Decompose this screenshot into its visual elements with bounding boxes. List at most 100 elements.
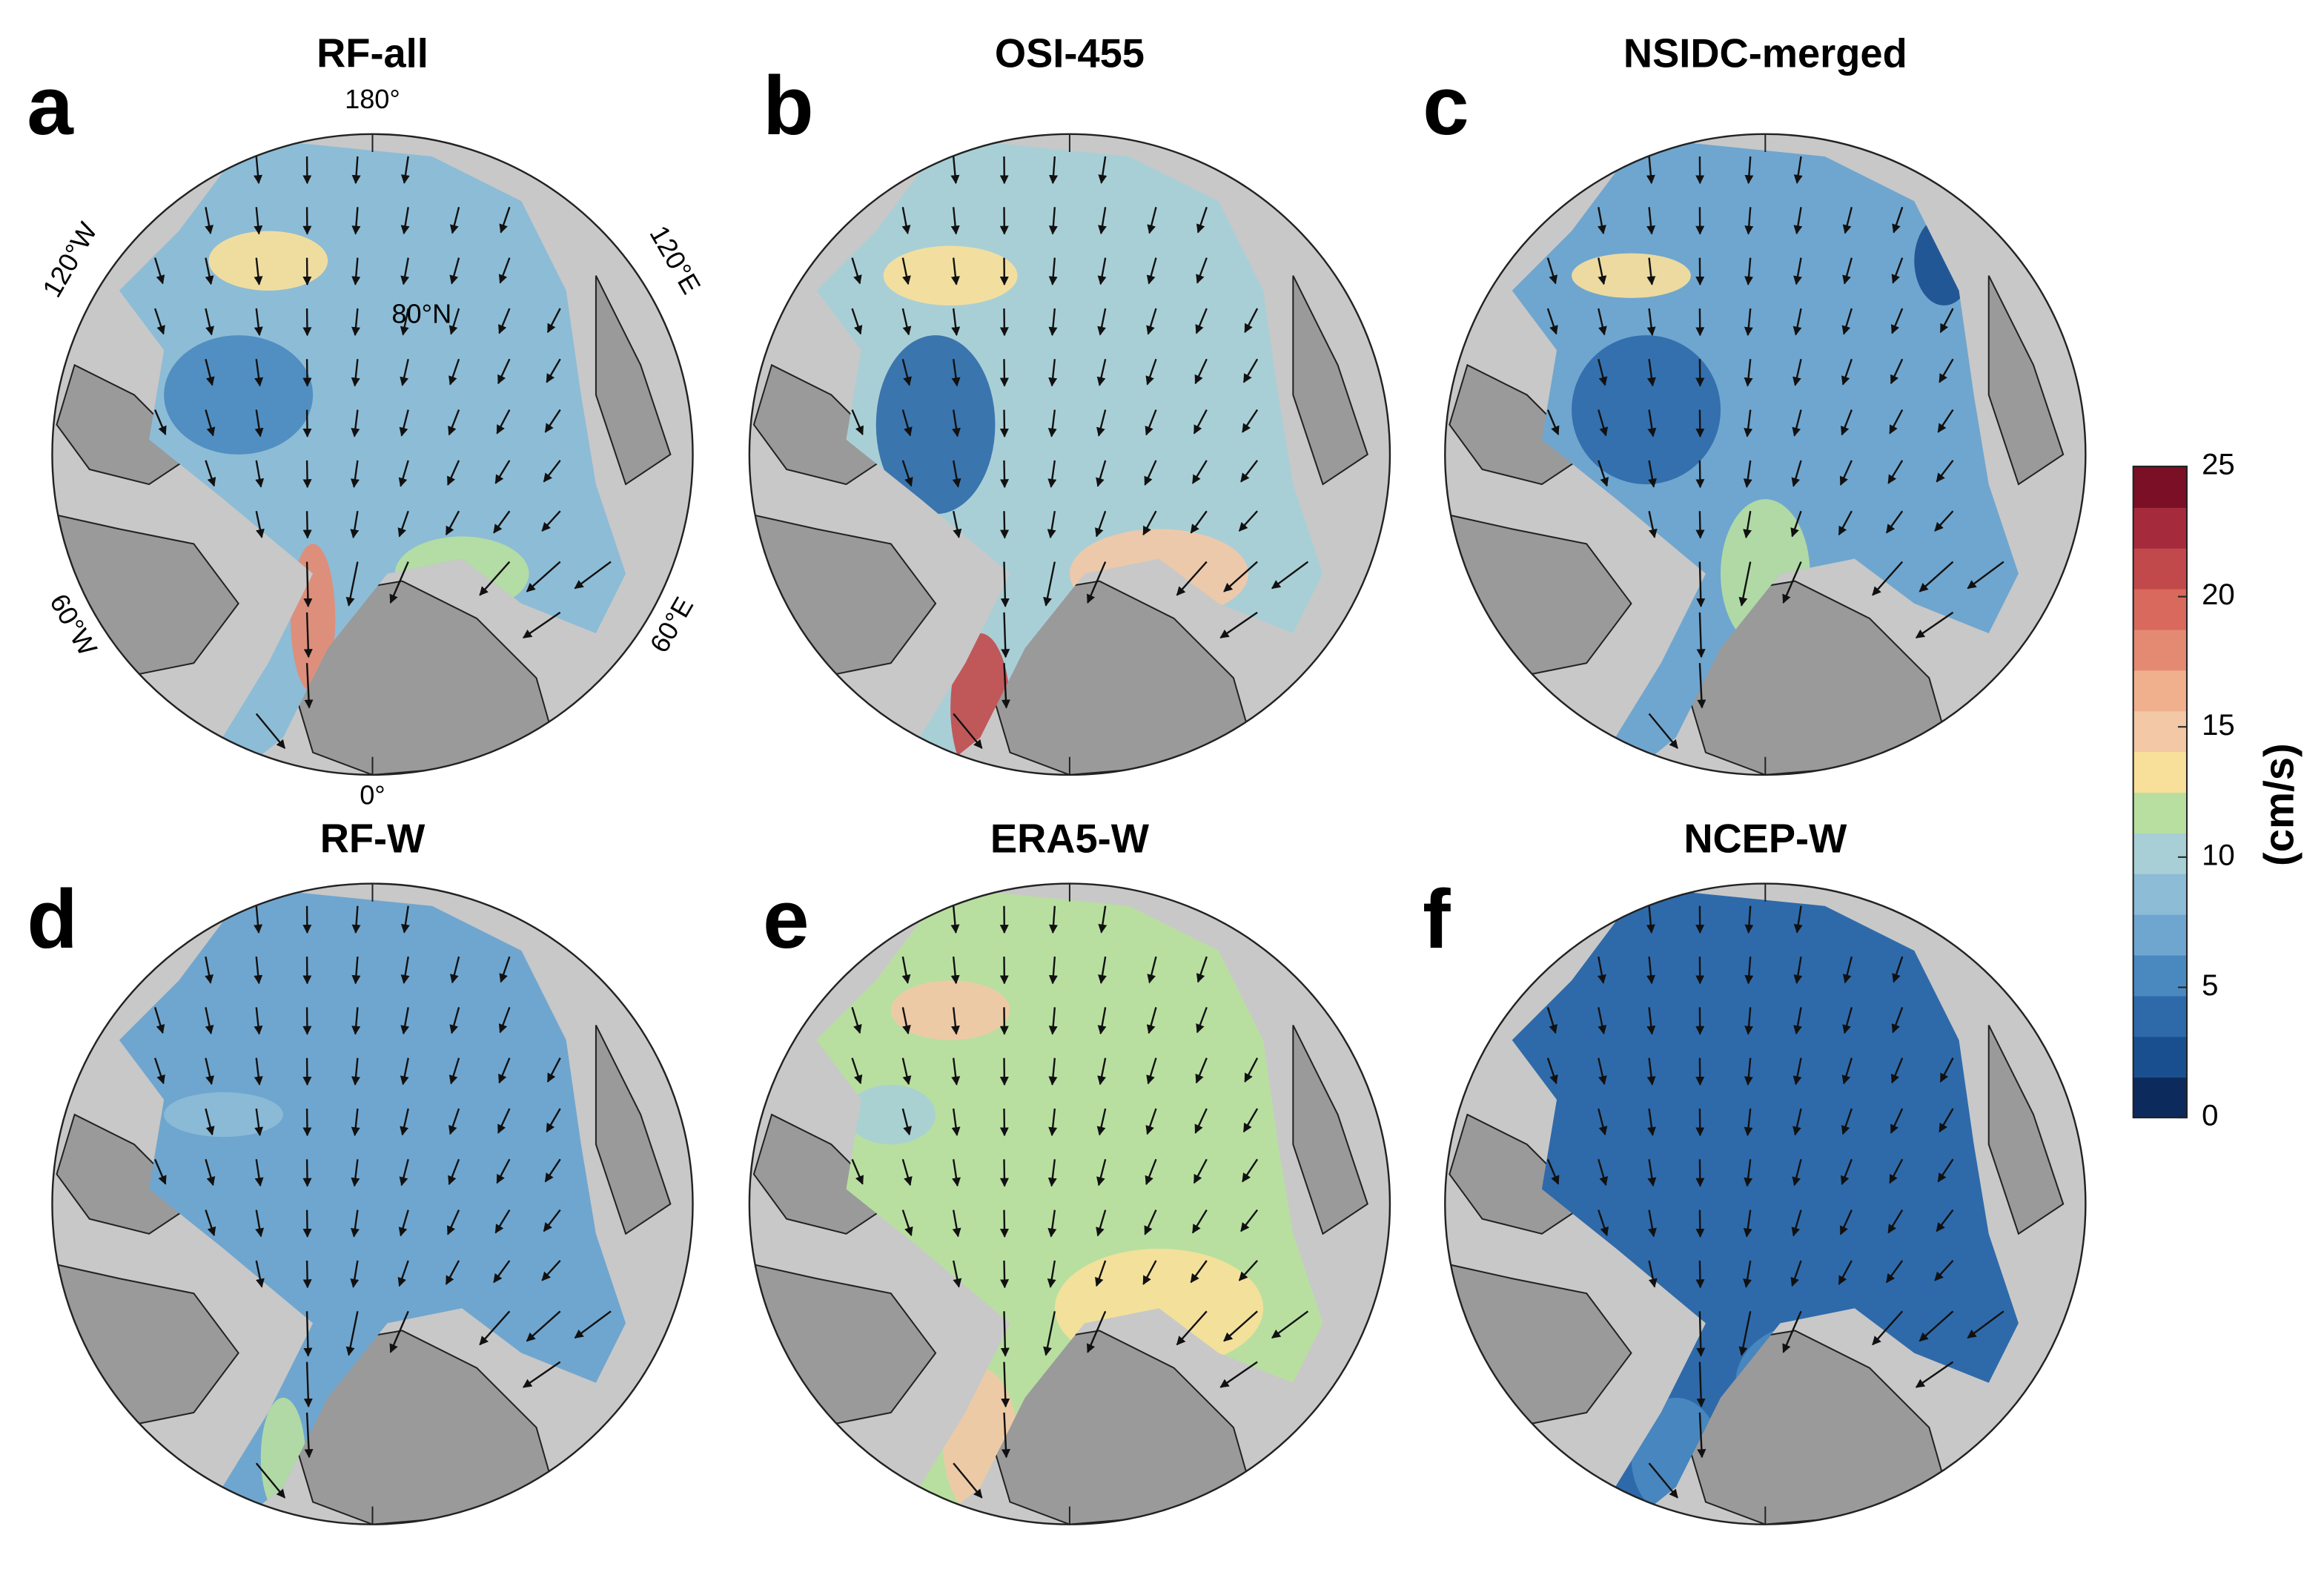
drift-arrow: [449, 207, 460, 234]
drift-arrow: [255, 460, 265, 488]
drift-arrow: [1598, 1057, 1607, 1086]
drift-arrow: [1049, 905, 1059, 934]
drift-arrow: [1598, 308, 1607, 336]
drift-arrow: [448, 1108, 460, 1135]
drift-arrow: [1842, 257, 1853, 285]
drift-arrow: [351, 308, 361, 337]
drift-arrow: [400, 156, 410, 184]
map-body: [749, 883, 1390, 1525]
drift-arrow: [1145, 1158, 1157, 1186]
drift-arrow: [304, 663, 314, 709]
drift-arrow: [1048, 956, 1058, 985]
drift-arrow: [1695, 511, 1705, 539]
drift-arrow: [1743, 460, 1752, 488]
drift-arrow: [496, 1158, 511, 1184]
drift-arrow: [1097, 308, 1107, 336]
drift-arrow: [499, 956, 511, 983]
drift-arrow: [1841, 1108, 1853, 1135]
land: [752, 1113, 893, 1235]
land: [1292, 275, 1368, 486]
drift-arrow: [1048, 359, 1058, 387]
panel-title: RF-all: [317, 31, 428, 76]
drift-arrow: [1001, 1412, 1010, 1459]
drift-arrow: [1967, 561, 2004, 590]
drift-arrow: [1147, 956, 1157, 984]
drift-arrow: [205, 207, 214, 235]
drift-arrow: [1939, 358, 1954, 383]
drift-arrow: [546, 358, 561, 383]
drift-arrow: [254, 409, 264, 438]
drift-arrow: [951, 359, 961, 387]
drift-arrow: [951, 1108, 961, 1137]
drift-arrow: [541, 1260, 561, 1281]
drift-arrow: [953, 1462, 983, 1499]
drift-arrow: [254, 156, 263, 185]
drift-arrow: [1841, 1057, 1853, 1085]
drift-arrow: [1890, 1108, 1904, 1134]
drift-arrow: [302, 1260, 312, 1289]
drift-arrow: [1043, 561, 1056, 607]
drift-arrow: [1546, 409, 1560, 436]
drift-arrow: [351, 156, 361, 185]
drift-arrow: [493, 1260, 511, 1284]
drift-arrow: [1086, 1310, 1107, 1353]
drift-arrow: [1891, 1006, 1904, 1034]
drift-arrow: [1648, 1462, 1678, 1499]
drift-arrow: [1195, 1057, 1208, 1084]
speed-patch: [883, 245, 1018, 306]
map-border: [748, 882, 1391, 1525]
map-body: [749, 133, 1390, 775]
land: [1987, 1025, 2065, 1235]
drift-arrow: [1000, 561, 1010, 608]
drift-arrow: [494, 460, 511, 484]
drift-arrow: [1936, 1209, 1954, 1232]
speed-patch: [208, 231, 328, 291]
drift-arrow: [1047, 1159, 1057, 1187]
drift-arrow: [1176, 1310, 1208, 1346]
drift-arrow: [1738, 561, 1752, 607]
panel-letter: e: [763, 872, 810, 965]
land: [1449, 1113, 1588, 1235]
drift-arrow: [400, 905, 410, 934]
drift-arrow: [1738, 1311, 1752, 1356]
drift-arrow: [1098, 905, 1108, 934]
drift-arrow: [303, 561, 313, 608]
map-border: [1444, 133, 2087, 776]
colorbar-band: [2133, 466, 2187, 508]
drift-arrow: [1242, 1158, 1259, 1183]
drift-arrow: [1646, 156, 1655, 185]
drift-arrow: [1194, 358, 1208, 385]
drift-arrow: [1696, 1311, 1706, 1357]
drift-arrow: [1915, 1361, 1954, 1388]
drift-arrow: [1598, 1159, 1609, 1186]
drift-arrow: [400, 1007, 410, 1035]
drift-arrow: [1597, 207, 1606, 235]
drift-arrow: [1793, 1007, 1802, 1035]
drift-arrow: [1790, 510, 1802, 538]
drift-arrow: [255, 1209, 265, 1238]
drift-arrow: [546, 308, 561, 334]
drift-arrow: [1047, 1260, 1056, 1288]
drift-arrow: [950, 207, 960, 235]
drift-arrow: [1193, 1158, 1208, 1184]
drift-arrow: [1939, 308, 1954, 334]
drift-arrow: [1842, 1007, 1853, 1034]
drift-arrow: [302, 460, 312, 489]
drift-arrow: [1695, 1159, 1705, 1187]
drift-arrow: [254, 308, 263, 337]
drift-arrow: [1646, 1057, 1656, 1086]
drift-arrow: [1095, 510, 1107, 538]
map-label: 180°: [345, 84, 400, 114]
drift-arrow: [1646, 359, 1656, 387]
drift-arrow: [351, 905, 361, 934]
colorbar-tick-label: 25: [2202, 448, 2235, 481]
drift-arrow: [1695, 1260, 1705, 1289]
drift-arrow: [543, 460, 561, 483]
drift-arrow: [345, 561, 359, 607]
colorbar-band: [2133, 832, 2187, 874]
drift-arrow: [1782, 1310, 1802, 1353]
drift-arrow: [1196, 257, 1208, 284]
drift-arrow: [1144, 460, 1157, 486]
drift-arrow: [1939, 1057, 1954, 1083]
drift-arrow: [254, 1007, 263, 1035]
